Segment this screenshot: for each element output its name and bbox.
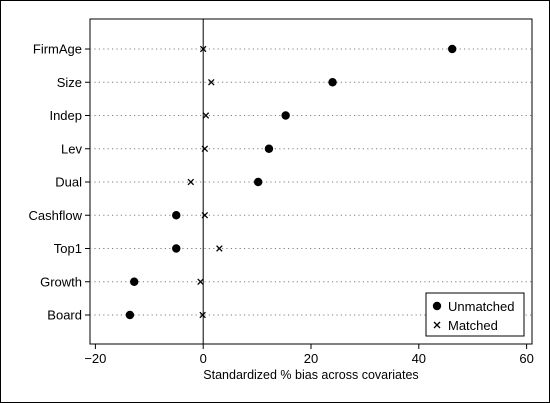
matched-point [199, 311, 206, 319]
legend-label-unmatched: Unmatched [448, 299, 514, 314]
unmatched-point [281, 111, 290, 120]
matched-point [216, 245, 223, 252]
x-tick-label: 40 [412, 351, 426, 366]
grid-layer [90, 48, 532, 316]
markers-layer [125, 44, 457, 320]
x-axis-label: Standardized % bias across covariates [203, 368, 418, 382]
matched-point [187, 178, 195, 186]
legend: Unmatched Matched [425, 292, 525, 337]
matched-point [197, 278, 204, 286]
unmatched-point [328, 78, 337, 87]
x-tick-labels: −20 0 20 40 60 [84, 344, 534, 366]
y-tick-label: Cashflow [29, 208, 83, 223]
x-tick-label: 20 [304, 351, 318, 366]
legend-box [425, 292, 525, 337]
unmatched-point [448, 44, 457, 54]
x-tick-label: 60 [519, 351, 533, 366]
y-tick-label: Lev [61, 141, 82, 156]
y-tick-label: Growth [40, 274, 82, 289]
y-tick-label: Board [47, 308, 82, 323]
y-tick-label: Indep [49, 108, 82, 123]
unmatched-point [264, 144, 274, 153]
unmatched-point [125, 310, 135, 320]
legend-label-matched: Matched [448, 318, 498, 333]
matched-point [208, 78, 215, 86]
y-tick-labels: FirmAge Size Indep Lev Dual Cashflow Top1 Growt… [29, 42, 90, 323]
matched-point [199, 45, 207, 53]
matched-point [202, 112, 210, 119]
y-tick-label: FirmAge [33, 42, 82, 57]
y-tick-label: Size [57, 75, 82, 90]
y-tick-label: Dual [55, 175, 82, 190]
x-tick-label: 0 [200, 351, 207, 366]
unmatched-point [172, 211, 181, 220]
y-tick-label: Top1 [54, 241, 82, 256]
x-tick-label: −20 [84, 351, 106, 366]
legend-marker-matched [433, 321, 441, 329]
unmatched-point [172, 244, 181, 253]
unmatched-point [253, 177, 263, 187]
unmatched-point [130, 277, 139, 286]
matched-point [201, 211, 209, 219]
matched-point [201, 145, 209, 153]
legend-marker-unmatched [432, 301, 442, 311]
